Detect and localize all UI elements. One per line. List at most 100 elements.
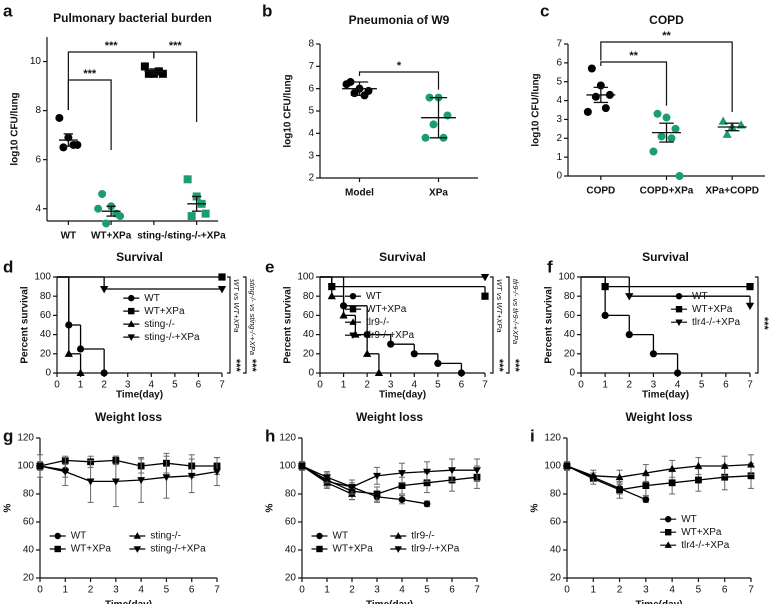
survival-point <box>218 273 226 281</box>
comparison-label: WT vs WT+XPa <box>495 279 504 333</box>
legend-label: WT+XPa <box>333 544 374 555</box>
comparison-label: sting-/- vs sting-/-+XPa <box>248 279 257 355</box>
legend-marker <box>394 532 402 539</box>
data-point <box>662 113 671 122</box>
data-point <box>601 104 610 113</box>
x-tick-label: 1 <box>591 585 597 596</box>
data-point <box>429 120 438 129</box>
legend-label: tlr9-/- <box>411 531 434 542</box>
x-tick-label: 2 <box>364 380 370 391</box>
data-point <box>695 476 702 484</box>
significance-label: *** <box>493 359 505 373</box>
x-tick-label: 6 <box>723 380 729 391</box>
x-tick-label: 1 <box>324 585 330 596</box>
x-tick-label: WT <box>61 231 77 242</box>
legend-label: WT+XPa <box>144 306 185 317</box>
survival-point <box>625 293 634 301</box>
x-tick-label: sting-/-+XPa <box>168 231 227 242</box>
data-point <box>69 140 78 149</box>
significance-bracket <box>153 51 198 122</box>
legend-marker <box>127 320 135 327</box>
x-tick-label: COPD+XPa <box>640 186 694 197</box>
data-point <box>667 134 676 143</box>
x-tick-label: 7 <box>747 380 753 391</box>
y-tick-label: 120 <box>279 433 296 444</box>
y-axis-label: log10 CFU/lung <box>10 92 21 165</box>
x-tick-label: XPa <box>429 188 448 199</box>
legend-marker <box>349 318 357 325</box>
data-point <box>137 477 146 485</box>
data-point <box>398 482 406 489</box>
legend-label: WT <box>71 531 87 542</box>
data-point <box>423 500 431 508</box>
significance-bracket <box>755 276 759 374</box>
panel-letter: e <box>265 257 274 276</box>
x-tick-label: 7 <box>748 585 754 596</box>
legend-marker <box>665 529 672 536</box>
comparison-label: WT vs WT+XPa <box>232 279 241 333</box>
y-tick-label: 40 <box>564 329 576 340</box>
y-tick-label: 100 <box>279 461 296 472</box>
data-point <box>398 470 406 478</box>
y-tick-label: 6 <box>556 57 562 68</box>
panel-title: Pulmonary bacterial burden <box>53 11 212 25</box>
y-tick-label: 60 <box>285 517 297 528</box>
x-tick-label: 3 <box>643 585 649 596</box>
data-point <box>615 473 624 481</box>
x-axis-label: Time(day) <box>116 390 163 401</box>
y-tick-label: 7 <box>308 61 314 72</box>
y-tick-label: 100 <box>17 461 34 472</box>
y-tick-label: 40 <box>303 329 315 340</box>
y-tick-label: 60 <box>40 310 52 321</box>
legend-label: WT+XPa <box>366 304 407 315</box>
x-tick-label: 7 <box>214 585 220 596</box>
survival-point <box>363 349 372 357</box>
significance-bracket <box>358 71 440 90</box>
legend-label: sting-/- <box>150 531 181 542</box>
data-point <box>641 468 650 476</box>
panel-title: Weight loss <box>625 410 692 424</box>
data-point <box>342 80 351 89</box>
y-tick-label: 3 <box>308 150 314 161</box>
y-tick-label: 40 <box>285 545 297 556</box>
data-point <box>201 209 210 218</box>
x-tick-label: 6 <box>459 380 465 391</box>
legend-marker <box>675 319 683 327</box>
y-tick-label: 8 <box>308 39 314 50</box>
x-tick-label: 0 <box>37 585 43 596</box>
x-tick-label: 5 <box>172 380 178 391</box>
y-tick-label: 5 <box>556 76 562 87</box>
y-tick-label: 60 <box>23 517 35 528</box>
x-tick-label: 6 <box>196 380 202 391</box>
legend-label: tlr9-/-+XPa <box>366 330 415 341</box>
data-point <box>473 467 481 475</box>
data-point <box>162 474 171 482</box>
x-tick-label: 6 <box>189 585 195 596</box>
x-tick-label: 3 <box>125 380 131 391</box>
y-tick-label: 2 <box>556 133 562 144</box>
data-point <box>583 107 592 116</box>
y-tick-label: 80 <box>550 489 562 500</box>
x-tick-label: 3 <box>374 585 380 596</box>
significance-label: ** <box>629 50 638 62</box>
y-tick-label: 100 <box>297 272 314 283</box>
comparison-label: tlr9-/- vs tlr9-/-+XPa <box>511 279 520 344</box>
survival-point <box>649 350 658 358</box>
x-tick-label: 4 <box>149 380 155 391</box>
data-point <box>348 484 356 492</box>
data-point <box>720 461 729 469</box>
y-tick-label: 1 <box>556 152 562 163</box>
survival-point <box>746 283 754 291</box>
survival-point <box>76 345 85 353</box>
significance-bracket <box>600 41 733 112</box>
y-tick-label: 0 <box>556 171 562 182</box>
legend-marker <box>349 332 357 340</box>
data-point <box>144 69 153 78</box>
data-point <box>423 479 431 487</box>
legend-label: tlr4-/-+XPa <box>681 540 730 551</box>
x-tick-label: COPD <box>586 186 615 197</box>
data-point <box>187 212 196 221</box>
significance-label: *** <box>758 317 770 331</box>
legend-label: tlr9-/- <box>366 317 389 328</box>
